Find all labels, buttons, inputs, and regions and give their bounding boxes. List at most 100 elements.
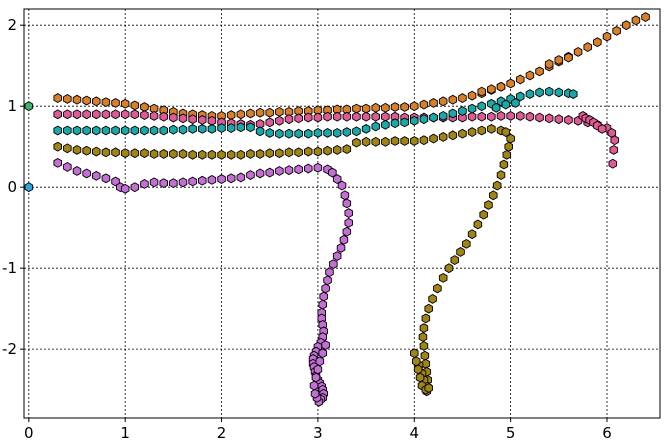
data-point bbox=[323, 127, 332, 138]
data-point bbox=[101, 125, 111, 136]
data-point bbox=[149, 177, 159, 188]
data-point bbox=[265, 127, 274, 138]
data-point bbox=[602, 31, 612, 42]
data-point bbox=[583, 42, 592, 52]
data-point bbox=[352, 103, 361, 114]
data-point bbox=[411, 356, 421, 367]
data-point bbox=[419, 135, 429, 146]
data-point bbox=[294, 164, 303, 175]
data-point bbox=[284, 128, 294, 139]
data-point bbox=[344, 208, 354, 219]
data-point bbox=[304, 146, 313, 157]
data-point bbox=[593, 37, 602, 48]
data-point bbox=[255, 126, 265, 137]
data-point bbox=[342, 127, 352, 138]
data-point bbox=[641, 12, 650, 23]
data-point bbox=[501, 127, 511, 138]
data-point bbox=[467, 229, 477, 240]
x-tick-label: 2 bbox=[217, 424, 227, 442]
data-point bbox=[101, 147, 111, 158]
data-point bbox=[304, 112, 313, 123]
data-point bbox=[564, 115, 573, 125]
series-4 bbox=[53, 86, 578, 139]
data-point bbox=[140, 179, 149, 189]
data-point bbox=[448, 130, 458, 141]
series-6 bbox=[53, 157, 354, 407]
data-point bbox=[313, 112, 323, 123]
grid bbox=[24, 9, 660, 418]
data-point bbox=[361, 136, 371, 147]
data-point bbox=[344, 217, 354, 228]
data-point bbox=[489, 190, 498, 201]
data-point bbox=[361, 103, 371, 114]
data-point bbox=[226, 173, 236, 184]
data-point bbox=[82, 168, 91, 179]
data-point bbox=[340, 190, 350, 201]
data-point bbox=[390, 136, 400, 146]
data-point bbox=[421, 313, 431, 324]
data-point bbox=[371, 111, 380, 122]
data-point bbox=[284, 165, 294, 176]
data-point bbox=[631, 15, 641, 26]
data-point bbox=[390, 118, 400, 129]
data-points bbox=[24, 12, 650, 407]
data-point bbox=[342, 226, 352, 237]
data-point bbox=[92, 125, 101, 136]
data-point bbox=[467, 103, 477, 114]
data-point bbox=[450, 255, 460, 265]
data-point bbox=[178, 177, 188, 188]
data-point bbox=[255, 107, 265, 118]
data-point bbox=[554, 114, 564, 125]
data-point bbox=[304, 128, 313, 139]
data-point bbox=[275, 106, 284, 117]
data-point bbox=[400, 136, 409, 146]
data-point bbox=[608, 158, 618, 169]
data-point bbox=[429, 98, 438, 108]
data-point bbox=[246, 122, 255, 133]
data-point bbox=[63, 143, 72, 154]
data-point bbox=[328, 167, 337, 178]
data-point bbox=[410, 136, 419, 146]
data-point bbox=[544, 113, 554, 124]
data-point bbox=[198, 123, 207, 134]
data-point bbox=[381, 111, 390, 122]
y-tick-label: 0 bbox=[7, 178, 17, 196]
data-point bbox=[255, 149, 265, 159]
data-point bbox=[130, 109, 140, 120]
data-point bbox=[491, 102, 501, 113]
data-point bbox=[111, 125, 120, 136]
data-point bbox=[381, 136, 390, 147]
data-point bbox=[265, 148, 274, 159]
data-point bbox=[313, 162, 323, 173]
data-point bbox=[525, 70, 535, 81]
data-point bbox=[473, 219, 483, 230]
y-tick-label: 2 bbox=[7, 16, 17, 34]
data-point bbox=[467, 90, 477, 101]
data-point bbox=[535, 87, 544, 98]
data-point bbox=[24, 101, 34, 112]
data-point bbox=[111, 98, 120, 108]
data-point bbox=[159, 149, 168, 159]
data-point bbox=[92, 109, 101, 120]
data-point bbox=[101, 109, 111, 120]
y-tick-label: 1 bbox=[7, 97, 17, 115]
data-point bbox=[284, 114, 294, 125]
data-point bbox=[612, 25, 621, 36]
data-point bbox=[275, 148, 284, 159]
x-tick-label: 0 bbox=[24, 424, 34, 442]
data-point bbox=[82, 109, 91, 120]
data-point bbox=[535, 112, 544, 123]
data-point bbox=[169, 112, 178, 123]
data-point bbox=[207, 149, 217, 160]
data-point bbox=[516, 74, 525, 85]
data-point bbox=[275, 166, 284, 176]
data-point bbox=[255, 168, 265, 179]
data-point bbox=[159, 178, 168, 189]
data-point bbox=[53, 141, 62, 152]
data-point bbox=[438, 272, 448, 283]
data-point bbox=[622, 20, 631, 31]
data-point bbox=[332, 111, 342, 122]
data-point bbox=[178, 124, 188, 135]
data-point bbox=[304, 163, 313, 174]
